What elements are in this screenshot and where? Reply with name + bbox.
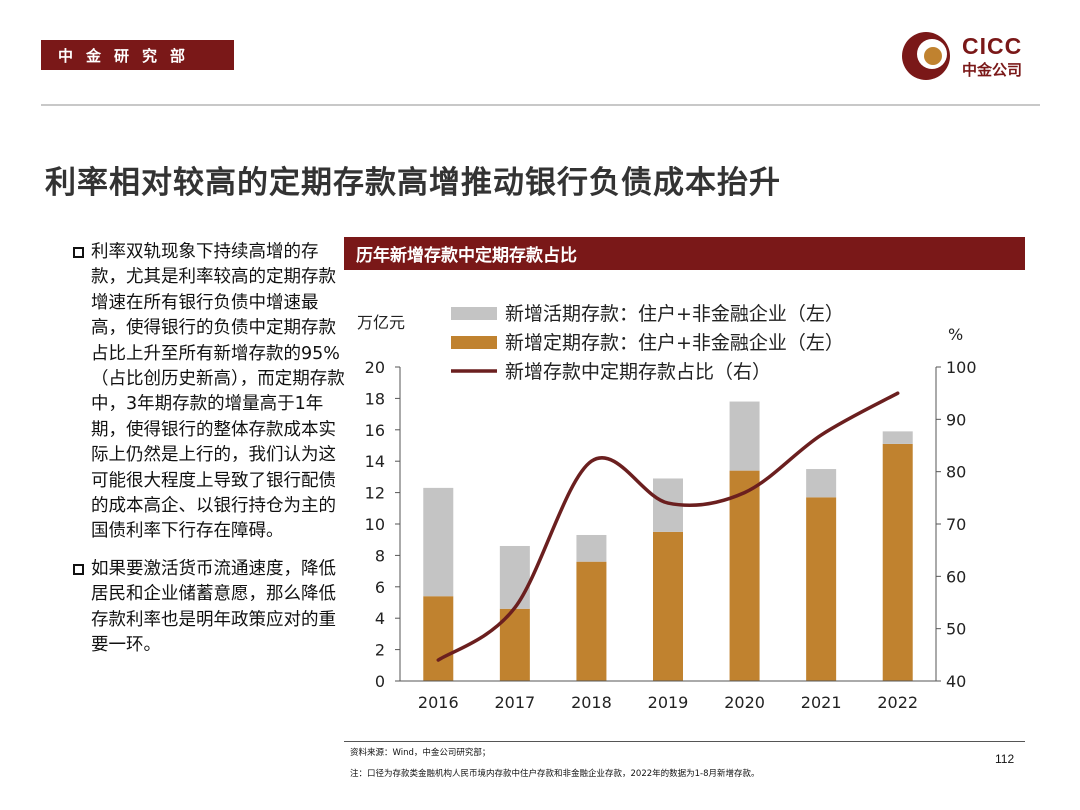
bullet-text: 如果要激活货币流通速度，降低居民和企业储蓄意愿，那么降低存款利率也是明年政策应对… [91, 558, 336, 656]
x-tick-label: 2021 [801, 693, 842, 712]
x-tick-label: 2016 [418, 693, 459, 712]
bar-time-deposit [882, 443, 913, 681]
bar-time-deposit [806, 497, 837, 681]
left-tick-label: 0 [375, 672, 385, 691]
bar-demand-deposit [576, 534, 607, 562]
cicc-logo-icon [902, 32, 950, 80]
legend-swatch [451, 307, 497, 320]
line-time-deposit-share [436, 391, 900, 662]
bar-demand-deposit [423, 487, 454, 597]
page-number: 112 [995, 752, 1015, 766]
left-tick-label: 14 [365, 452, 385, 471]
bar-demand-deposit [729, 401, 760, 471]
x-tick-label: 2017 [494, 693, 535, 712]
bullet-item: 利率双轨现象下持续高增的存款，尤其是利率较高的定期存款增速在所有银行负债中增速最… [73, 240, 345, 545]
left-tick-label: 10 [365, 515, 385, 534]
right-tick-label: 70 [946, 515, 966, 534]
bar-time-deposit [576, 561, 607, 681]
right-tick-label: 60 [946, 567, 966, 586]
right-tick-label: 80 [946, 463, 966, 482]
square-bullet-icon [73, 247, 84, 258]
right-tick-label: 40 [946, 672, 966, 691]
square-bullet-icon [73, 563, 84, 575]
footer-divider [344, 741, 1025, 742]
footnote: 注：口径为存款类金融机构人民币境内存款中住户存款和非金融企业存款，2022年的数… [350, 769, 760, 779]
header-divider [41, 104, 1040, 106]
department-tag: 中金研究部 [41, 40, 234, 70]
deposit-chart: 0 2 4 6 8 10 12 14 16 18 20 40 50 60 70 80 90 100 2016 2017… [357, 303, 977, 712]
bullet-list: 利率双轨现象下持续高增的存款，尤其是利率较高的定期存款增速在所有银行负债中增速最… [73, 240, 345, 671]
bar-demand-deposit [499, 545, 530, 609]
legend-swatch [451, 336, 497, 349]
left-tick-label: 20 [365, 358, 385, 377]
bullet-item: 如果要激活货币流通速度，降低居民和企业储蓄意愿，那么降低存款利率也是明年政策应对… [73, 557, 345, 659]
bar-time-deposit [423, 596, 454, 681]
left-axis-unit: 万亿元 [357, 313, 405, 332]
x-tick-label: 2018 [571, 693, 612, 712]
left-tick-label: 4 [375, 609, 385, 628]
right-tick-label: 100 [946, 358, 977, 377]
x-tick-label: 2022 [877, 693, 918, 712]
right-tick-label: 50 [946, 620, 966, 639]
left-tick-label: 2 [375, 641, 385, 660]
bar-time-deposit [653, 531, 683, 681]
logo-text-en: CICC [962, 33, 1023, 59]
right-tick-label: 90 [946, 410, 966, 429]
source-note: 资料来源：Wind，中金公司研究部； [350, 748, 491, 758]
x-tick-label: 2019 [648, 693, 689, 712]
left-tick-label: 12 [365, 484, 385, 503]
logo-text-cn: 中金公司 [962, 61, 1023, 79]
bar-demand-deposit [806, 469, 837, 498]
x-tick-label: 2020 [724, 693, 765, 712]
chart-title: 历年新增存款中定期存款占比 [344, 237, 1025, 270]
legend-label: 新增活期存款：住户+非金融企业（左） [505, 303, 844, 325]
left-tick-label: 6 [375, 578, 385, 597]
bar-demand-deposit [882, 431, 913, 444]
left-tick-label: 16 [365, 421, 385, 440]
cicc-logo: CICC 中金公司 [900, 30, 1050, 85]
legend-label: 新增存款中定期存款占比（右） [505, 361, 771, 383]
left-tick-label: 8 [375, 546, 385, 565]
bar-time-deposit [729, 470, 760, 681]
bullet-text: 利率双轨现象下持续高增的存款，尤其是利率较高的定期存款增速在所有银行负债中增速最… [91, 242, 345, 542]
legend-label: 新增定期存款：住户+非金融企业（左） [505, 332, 844, 354]
right-axis-unit: % [948, 325, 963, 344]
page-title: 利率相对较高的定期存款高增推动银行负债成本抬升 [45, 165, 781, 201]
left-tick-label: 18 [365, 389, 385, 408]
